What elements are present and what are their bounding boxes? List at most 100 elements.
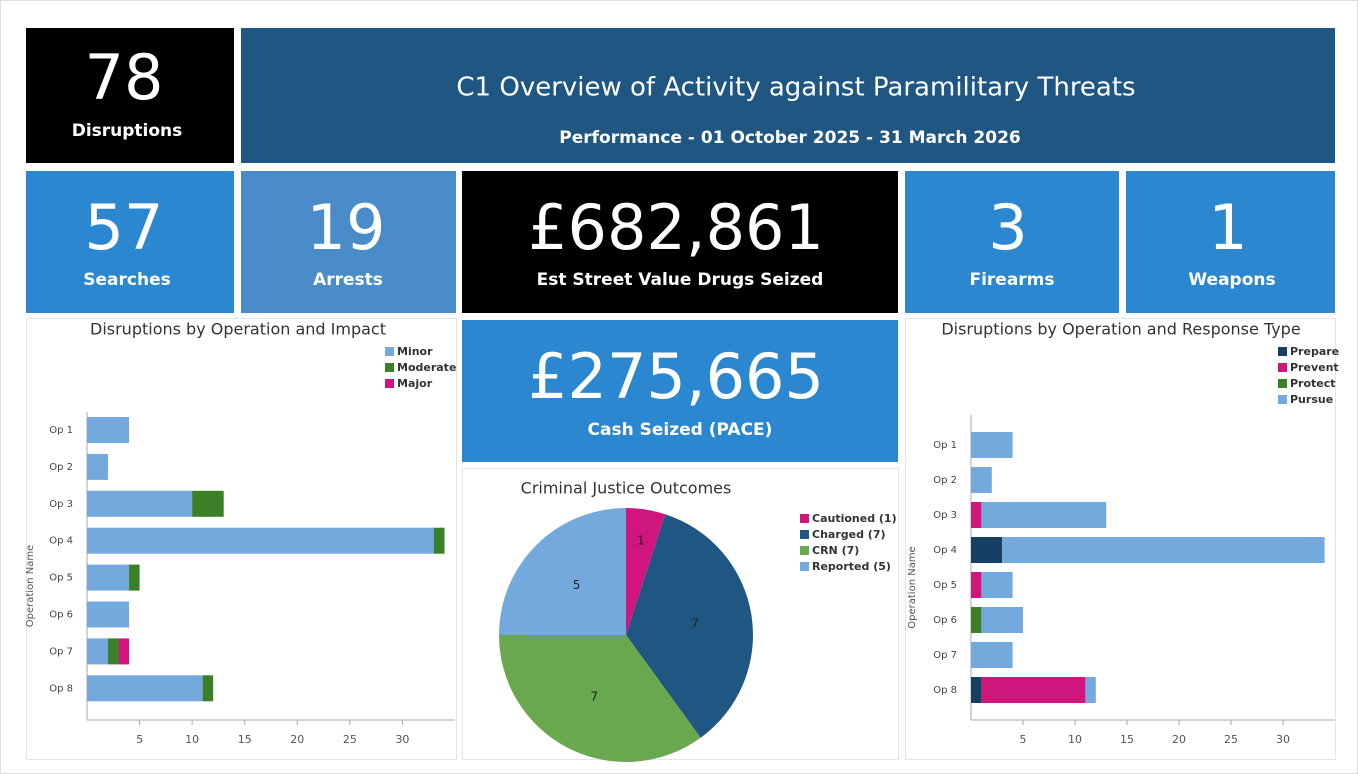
x-tick-label: 20: [1172, 733, 1186, 746]
y-tick-label: Op 3: [49, 499, 73, 510]
legend-swatch: [800, 562, 809, 571]
bar-segment: [1085, 677, 1096, 703]
bar-segment: [981, 677, 1086, 703]
kpi-label: Est Street Value Drugs Seized: [537, 270, 824, 290]
bar-segment: [971, 432, 1013, 458]
x-tick-label: 5: [1020, 733, 1027, 746]
x-tick-label: 25: [1224, 733, 1238, 746]
bar-segment: [971, 467, 992, 493]
y-tick-label: Op 6: [933, 615, 957, 626]
pie-slice: [626, 514, 753, 738]
kpi-label: Weapons: [1188, 270, 1275, 290]
chart-title: Criminal Justice Outcomes: [521, 479, 732, 498]
legend-label: Protect: [1290, 377, 1336, 390]
y-tick-label: Op 4: [49, 536, 73, 547]
bar-segment: [87, 564, 130, 591]
pie-slice: [626, 508, 666, 635]
header-subtitle: Performance - 01 October 2025 - 31 March…: [559, 128, 1021, 148]
bar-segment: [971, 537, 1003, 563]
x-tick-label: 5: [136, 733, 143, 746]
bar-segment: [87, 675, 203, 702]
bar-segment: [87, 601, 130, 628]
header-banner: [241, 28, 1335, 163]
legend-swatch: [800, 514, 809, 523]
pie-slice: [499, 508, 626, 635]
kpi-value: 1: [1208, 191, 1247, 264]
data-label: 5: [573, 578, 581, 592]
y-tick-label: Op 2: [49, 462, 73, 473]
chart-title: Disruptions by Operation and Impact: [90, 320, 386, 339]
bar-segment: [87, 638, 109, 665]
kpi-tile: [241, 171, 456, 313]
legend-swatch: [385, 363, 394, 372]
bar-segment: [129, 564, 140, 591]
kpi-label: Cash Seized (PACE): [588, 420, 773, 440]
kpi-value: 3: [988, 191, 1027, 264]
data-label: 1: [637, 533, 645, 547]
bar-segment: [981, 572, 1013, 598]
legend-label: Cautioned (1): [812, 512, 897, 525]
bar-segment: [87, 417, 130, 443]
y-tick-label: Op 7: [933, 650, 957, 661]
kpi-value: 19: [307, 191, 386, 264]
x-tick-label: 30: [395, 733, 409, 746]
legend-swatch: [1278, 395, 1287, 404]
bar-segment: [87, 490, 193, 517]
kpi-tile: [462, 171, 898, 313]
legend-label: Moderate: [397, 361, 456, 374]
axis-title: Operation Name: [25, 545, 36, 627]
y-tick-label: Op 4: [933, 545, 957, 556]
bar-segment: [87, 453, 109, 480]
legend-label: Charged (7): [812, 528, 886, 541]
kpi-value: 57: [85, 191, 164, 264]
chart-title: Disruptions by Operation and Response Ty…: [941, 320, 1300, 339]
x-tick-label: 25: [343, 733, 357, 746]
legend-swatch: [1278, 363, 1287, 372]
y-tick-label: Op 8: [49, 683, 73, 694]
bar-segment: [981, 607, 1023, 633]
y-tick-label: Op 6: [49, 610, 73, 621]
legend-label: Major: [397, 377, 433, 390]
pie-slice: [499, 635, 701, 762]
kpi-label: Firearms: [969, 270, 1054, 290]
bar-segment: [971, 502, 982, 528]
legend-label: Reported (5): [812, 560, 891, 573]
legend-swatch: [385, 379, 394, 388]
legend-swatch: [1278, 379, 1287, 388]
bar-segment: [1002, 537, 1325, 563]
kpi-label: Arrests: [313, 270, 383, 290]
kpi-label: Disruptions: [72, 121, 183, 141]
legend-label: Minor: [397, 345, 433, 358]
kpi-tile: [905, 171, 1119, 313]
bar-segment: [981, 502, 1107, 528]
data-label: 7: [590, 690, 598, 704]
bar-segment: [118, 638, 130, 665]
x-tick-label: 20: [290, 733, 304, 746]
x-tick-label: 15: [238, 733, 252, 746]
axis-title: Operation Name: [907, 546, 918, 628]
y-tick-label: Op 1: [933, 440, 957, 451]
legend-label: Pursue: [1290, 393, 1333, 406]
data-label: 7: [691, 617, 699, 631]
y-tick-label: Op 5: [49, 573, 73, 584]
x-tick-label: 30: [1276, 733, 1290, 746]
kpi-tile: [1126, 171, 1335, 313]
bar-segment: [202, 675, 214, 702]
kpi-tile: [462, 320, 898, 462]
x-tick-label: 15: [1120, 733, 1134, 746]
x-tick-label: 10: [1068, 733, 1082, 746]
y-tick-label: Op 5: [933, 580, 957, 591]
kpi-value: £682,861: [528, 191, 824, 264]
header-title: C1 Overview of Activity against Paramili…: [456, 73, 1135, 103]
y-tick-label: Op 1: [49, 425, 73, 436]
legend-swatch: [385, 347, 394, 356]
y-tick-label: Op 2: [933, 475, 957, 486]
bar-segment: [108, 638, 119, 665]
kpi-tile: [26, 171, 234, 313]
bar-segment: [433, 527, 445, 554]
legend-swatch: [800, 530, 809, 539]
legend-swatch: [1278, 347, 1287, 356]
bar-segment: [87, 527, 434, 554]
bar-segment: [192, 490, 224, 517]
